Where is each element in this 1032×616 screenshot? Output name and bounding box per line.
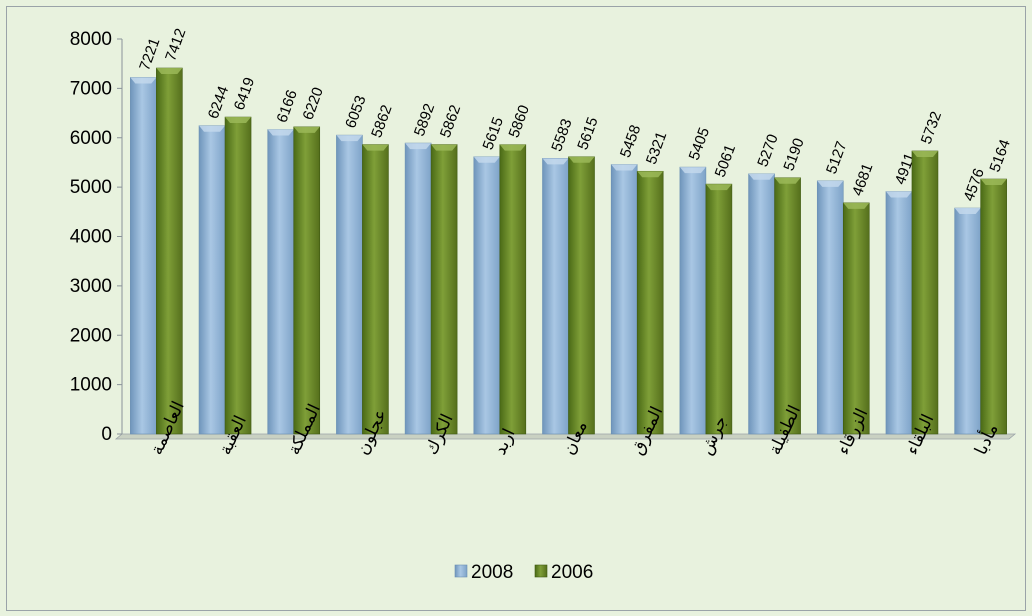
chart-svg: 0 1000 2000 3000 4000 5000 6000 7000 8000 7221 624…: [70, 26, 1017, 583]
bar-cap-2008-2: [267, 129, 294, 136]
bar-2008-3: [336, 134, 363, 435]
y-tick-label: 5000: [70, 177, 112, 198]
data-label-2008-9: 5270: [754, 132, 781, 169]
bar-cap-2008-5: [473, 156, 500, 163]
legend-swatch-2006: [534, 564, 548, 578]
bar-cap-2006-9: [774, 177, 801, 184]
bar-cap-2006-10: [843, 202, 870, 209]
bar-2006-2: [293, 126, 321, 435]
data-label-2006-9: 5190: [780, 136, 807, 173]
bar-cap-2008-10: [817, 180, 844, 187]
bar-cap-2006-11: [911, 150, 938, 157]
bar-2006-7: [636, 170, 664, 435]
bar-2008-1: [198, 125, 226, 435]
bar-cap-2008-7: [611, 164, 638, 171]
bar-2006-12: [980, 178, 1007, 435]
data-label-2006-0: 7412: [162, 26, 189, 63]
bar-cap-2008-12: [954, 208, 981, 215]
data-label-2008-8: 5405: [686, 125, 713, 162]
data-label-2008-6: 5583: [548, 117, 575, 154]
data-label-2008-4: 5892: [411, 101, 438, 138]
bar-2008-5: [473, 156, 501, 435]
bar-2008-10: [816, 180, 844, 435]
y-tick-label: 6000: [70, 128, 112, 149]
bar-cap-2008-4: [405, 143, 432, 150]
bar-cap-2006-7: [637, 171, 664, 178]
y-tick-label: 2000: [70, 325, 112, 346]
bar-2006-5: [499, 144, 527, 435]
bar-cap-2006-6: [568, 156, 595, 163]
bar-2006-9: [774, 177, 801, 435]
chart-frame: 0 1000 2000 3000 4000 5000 6000 7000 8000 7221 624…: [6, 6, 1026, 611]
bar-cap-2008-3: [336, 135, 363, 142]
bar-2008-4: [404, 142, 432, 435]
bar-cap-2006-8: [705, 184, 732, 191]
legend-label-2006: 2006: [551, 562, 593, 583]
bar-cap-2006-5: [499, 144, 526, 151]
bar-2006-3: [362, 144, 389, 435]
data-label-2006-10: 4681: [849, 161, 876, 198]
bar-2006-8: [705, 183, 733, 435]
data-label-2006-7: 5321: [643, 129, 670, 166]
bar-2008-6: [542, 158, 569, 435]
legend-swatch-2008: [454, 564, 468, 578]
data-label-2006-1: 6419: [231, 75, 258, 112]
data-label-2008-3: 6053: [342, 93, 369, 130]
bar-cap-2006-3: [362, 144, 389, 151]
bar-cap-2008-1: [199, 125, 226, 132]
data-label-2006-2: 6220: [300, 85, 327, 122]
bar-2008-11: [885, 191, 913, 435]
bar-2008-2: [267, 129, 295, 435]
bar-2006-6: [568, 156, 595, 435]
bar-2008-8: [679, 166, 707, 435]
legend: 2008 2006: [454, 562, 593, 583]
bar-cap-2006-1: [225, 117, 252, 124]
bar-cap-2008-11: [885, 191, 912, 198]
bar-cap-2006-4: [431, 144, 458, 151]
bar-cap-2008-6: [542, 158, 569, 165]
bar-cap-2008-0: [130, 77, 157, 84]
data-label-2006-11: 5732: [918, 109, 945, 146]
bar-2006-4: [430, 144, 458, 435]
data-label-2008-0: 7221: [136, 36, 163, 73]
bar-cap-2006-0: [156, 68, 183, 75]
plot-area: 0 1000 2000 3000 4000 5000 6000 7000 8000 7221 624…: [70, 26, 1017, 458]
bar-cap-2008-9: [748, 173, 775, 180]
bar-2006-10: [842, 202, 870, 435]
bar-cap-2006-12: [980, 179, 1007, 186]
data-label-2006-8: 5061: [712, 142, 739, 179]
y-tick-label: 3000: [70, 276, 112, 297]
bar-2006-0: [156, 67, 183, 435]
data-label-2006-4: 5862: [437, 103, 464, 140]
bar-2006-1: [224, 116, 252, 435]
data-label-2008-7: 5458: [617, 123, 644, 160]
data-label-2008-2: 6166: [274, 88, 301, 125]
y-tick-label: 0: [101, 424, 112, 445]
data-label-2008-1: 6244: [205, 84, 232, 121]
data-label-2006-5: 5860: [506, 103, 533, 140]
bar-cap-2008-8: [679, 167, 706, 174]
legend-label-2008: 2008: [471, 562, 513, 583]
y-tick-label: 1000: [70, 375, 112, 396]
y-tick-label: 4000: [70, 227, 112, 248]
data-label-2008-10: 5127: [823, 139, 850, 176]
bar-2008-0: [130, 77, 157, 435]
bar-2008-12: [954, 207, 981, 435]
bar-cap-2006-2: [293, 126, 320, 133]
bar-2008-9: [748, 173, 775, 435]
y-tick-label: 7000: [70, 78, 112, 99]
data-label-2006-6: 5615: [574, 115, 601, 152]
bar-2006-11: [911, 150, 939, 435]
data-label-2006-3: 5862: [368, 103, 395, 140]
y-tick-label: 8000: [70, 29, 112, 50]
data-label-2006-12: 5164: [986, 137, 1013, 174]
bar-2008-7: [610, 164, 638, 435]
